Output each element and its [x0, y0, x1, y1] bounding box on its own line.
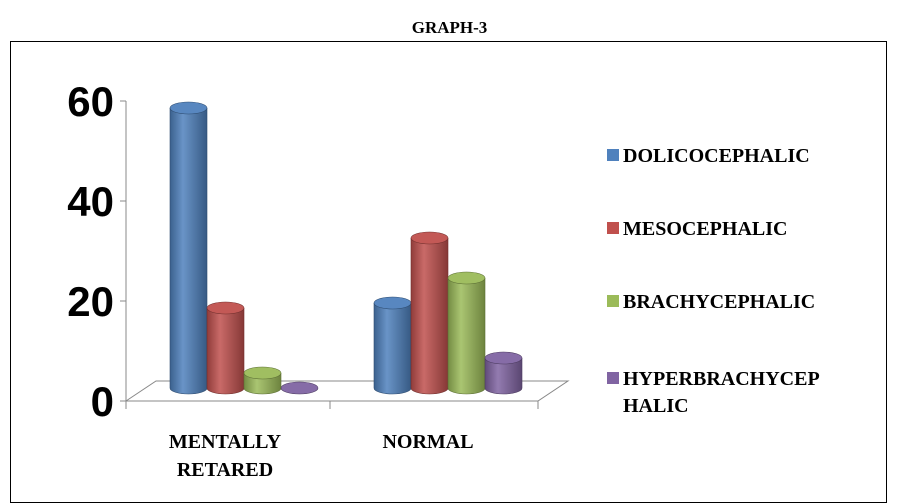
legend-item: BRACHYCEPHALIC: [607, 291, 815, 313]
bar-top: [447, 271, 486, 285]
y-tick-label: 0: [91, 378, 114, 425]
bar: [280, 381, 319, 395]
y-axis: 0 20 40 60: [67, 78, 539, 425]
bar: [484, 351, 523, 395]
bar: [373, 296, 412, 395]
legend-label: HYPERBRACHYCEP: [623, 368, 820, 390]
y-tick-label: 40: [67, 178, 114, 225]
legend-swatch: [607, 222, 619, 234]
bar: [410, 231, 449, 395]
legend-item: HYPERBRACHYCEP HALIC: [607, 368, 820, 417]
bars: [169, 101, 523, 395]
bar-top: [373, 296, 412, 310]
bar: [447, 271, 486, 395]
bar-top: [243, 366, 282, 380]
x-category-label: RETARED: [177, 459, 273, 481]
chart-title: GRAPH-3: [411, 18, 488, 37]
chart-frame: [10, 41, 887, 503]
bar-top: [484, 351, 523, 365]
x-category-label: MENTALLY: [169, 431, 282, 453]
y-tick-label: 60: [67, 78, 114, 125]
bar-body: [169, 107, 208, 395]
legend-label: BRACHYCEPHALIC: [623, 291, 815, 313]
legend-label: MESOCEPHALIC: [623, 218, 787, 240]
legend-swatch: [607, 295, 619, 307]
bar-body: [410, 237, 449, 395]
bar-top: [206, 301, 245, 315]
legend-swatch: [607, 372, 619, 384]
x-category-label: NORMAL: [382, 431, 473, 453]
legend-item: MESOCEPHALIC: [607, 218, 787, 240]
bar-top: [410, 231, 449, 245]
bar: [243, 366, 282, 395]
legend-swatch: [607, 149, 619, 161]
bar: [206, 301, 245, 395]
y-tick-label: 20: [67, 278, 114, 325]
bar-body: [373, 302, 412, 395]
bar-body: [484, 357, 523, 395]
x-axis-labels: MENTALLY RETARED NORMAL: [169, 431, 474, 481]
legend-item: DOLICOCEPHALIC: [607, 145, 810, 167]
bar-body: [447, 277, 486, 395]
bar-top: [280, 381, 319, 395]
legend-label: DOLICOCEPHALIC: [623, 145, 810, 167]
bar-body: [206, 307, 245, 395]
legend: DOLICOCEPHALIC MESOCEPHALIC BRACHYCEPHALIC…: [607, 145, 820, 417]
legend-label: HALIC: [623, 395, 689, 417]
bar-top: [169, 101, 208, 115]
bar: [169, 101, 208, 395]
